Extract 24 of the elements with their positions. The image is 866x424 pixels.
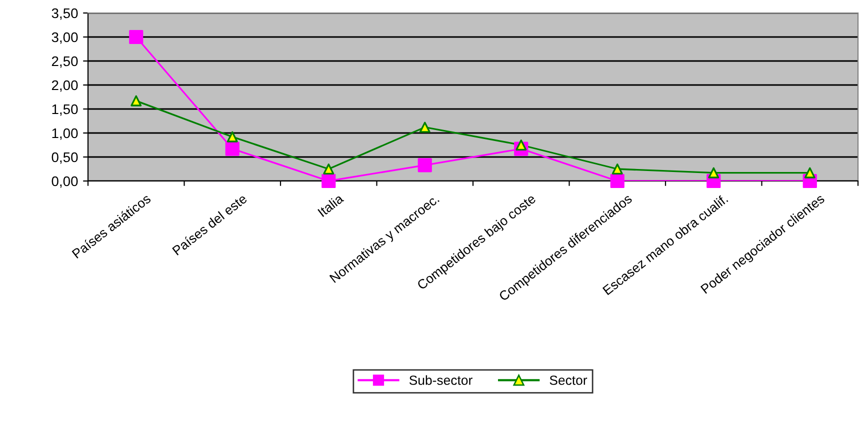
point [323,164,334,174]
y-tick-label: 2,00 [52,80,78,92]
legend-label: Sub-sector [409,375,472,385]
point [419,122,430,133]
x-tick-label: Italia [317,193,344,218]
point [322,174,336,188]
y-tick-label: 2,50 [52,56,78,68]
legend-label: Sector [550,376,588,385]
point [130,95,142,106]
point [708,167,720,178]
point [612,164,623,174]
point [516,140,527,150]
point [804,167,816,178]
y-tick-label: 3,50 [52,8,78,20]
point [225,142,240,156]
y-tick-label: 3,00 [52,32,78,44]
y-tick-label: 1,50 [52,104,78,116]
point [129,30,144,44]
point [226,131,238,142]
y-tick-label: 0,50 [52,152,78,164]
point [610,174,624,188]
y-tick-label: 1,00 [52,128,78,140]
y-tick-label: 0,00 [52,176,78,188]
point [418,158,432,172]
